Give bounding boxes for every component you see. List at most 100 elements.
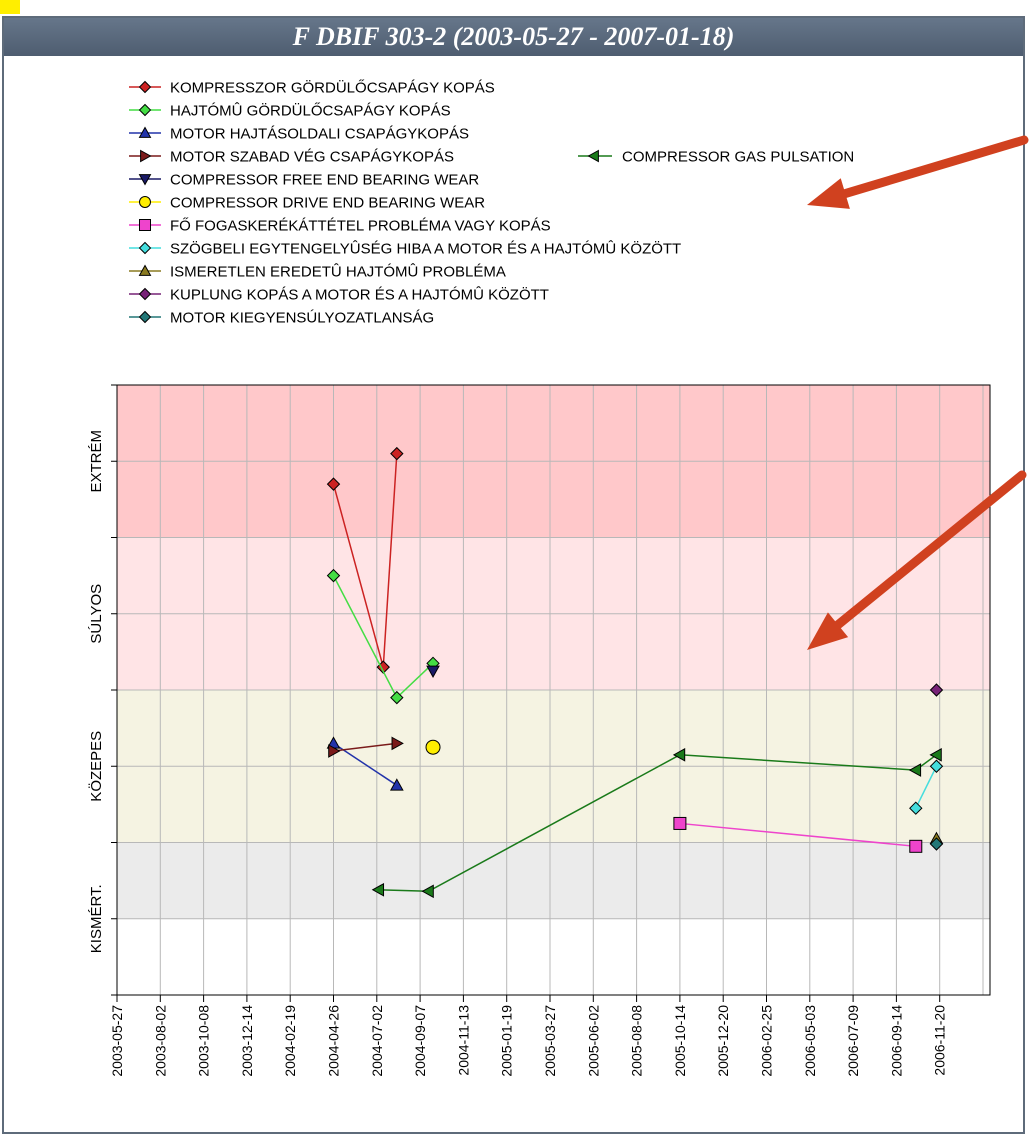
legend-marker bbox=[138, 174, 152, 186]
legend-item: MOTOR HAJTÁSOLDALI CSAPÁGYKOPÁS bbox=[129, 126, 469, 143]
data-point bbox=[929, 837, 944, 851]
data-point bbox=[391, 736, 404, 751]
legend-label: COMPRESSOR GAS PULSATION bbox=[622, 149, 854, 166]
x-tick-label: 2004-02-19 bbox=[282, 1005, 298, 1077]
legend: KOMPRESSZOR GÖRDÜLŐCSAPÁGY KOPÁS HAJTÓMÛ … bbox=[129, 79, 854, 327]
legend-item: COMPRESSOR DRIVE END BEARING WEAR bbox=[129, 195, 485, 212]
y-axis: KISMÉRT. KÖZEPES SÚLYOS EXTRÉM bbox=[87, 384, 117, 996]
annotation-arrow-plot bbox=[807, 470, 1027, 650]
legend-item: KUPLUNG KOPÁS A MOTOR ÉS A HAJTÓMÛ KÖZÖT… bbox=[129, 286, 549, 304]
x-tick-label: 2005-10-14 bbox=[672, 1005, 688, 1077]
data-point bbox=[326, 477, 341, 491]
legend-marker bbox=[138, 126, 152, 138]
legend-item: MOTOR SZABAD VÉG CSAPÁGYKOPÁS bbox=[129, 149, 454, 166]
legend-item: ISMERETLEN EREDETÛ HAJTÓMÛ PROBLÉMA bbox=[129, 264, 506, 281]
x-tick-label: 2004-11-13 bbox=[455, 1005, 471, 1076]
x-tick-label: 2004-04-26 bbox=[326, 1005, 342, 1077]
annotation-arrow-legend bbox=[807, 135, 1029, 209]
legend-marker bbox=[138, 241, 152, 255]
series-line bbox=[915, 765, 938, 809]
legend-item: HAJTÓMÛ GÖRDÜLŐCSAPÁGY KOPÁS bbox=[129, 102, 451, 120]
data-point bbox=[326, 568, 341, 583]
data-point bbox=[426, 665, 440, 678]
data-point bbox=[390, 446, 404, 461]
legend-marker bbox=[138, 287, 152, 301]
x-tick-label: 2006-02-25 bbox=[759, 1005, 775, 1077]
data-point bbox=[908, 763, 922, 777]
series-compressor-drive-end-bearing-wear bbox=[425, 739, 441, 755]
data-point bbox=[389, 778, 404, 791]
series-line bbox=[333, 742, 397, 752]
legend-label: MOTOR KIEGYENSÚLYOZATLANSÁG bbox=[170, 310, 434, 327]
legend-label: KUPLUNG KOPÁS A MOTOR ÉS A HAJTÓMÛ KÖZÖT… bbox=[170, 286, 549, 304]
chart-title: F DBIF 303-2 (2003-05-27 - 2007-01-18) bbox=[4, 18, 1023, 56]
x-tick-label: 2006-05-03 bbox=[802, 1005, 818, 1077]
grid-lines bbox=[116, 385, 990, 995]
series-compressor-free-end-bearing-wear bbox=[426, 665, 440, 678]
series-layer bbox=[326, 446, 944, 899]
x-tick-label: 2003-05-27 bbox=[109, 1005, 125, 1077]
arrow-shaft bbox=[840, 135, 1029, 199]
data-point bbox=[672, 747, 686, 762]
annotation-layer bbox=[807, 135, 1029, 650]
legend-label: ISMERETLEN EREDETÛ HAJTÓMÛ PROBLÉMA bbox=[170, 264, 506, 281]
series-hajtomu-gordulocsapagy-kopas bbox=[326, 568, 440, 705]
legend-item: KOMPRESSZOR GÖRDÜLŐCSAPÁGY KOPÁS bbox=[129, 79, 495, 97]
data-point bbox=[929, 759, 944, 773]
x-tick-label: 2004-09-07 bbox=[412, 1005, 428, 1077]
x-tick-label: 2005-01-19 bbox=[499, 1005, 515, 1077]
data-point bbox=[929, 683, 944, 697]
severity-bands bbox=[117, 385, 990, 919]
x-tick-label: 2003-08-02 bbox=[152, 1005, 168, 1077]
legend-marker bbox=[138, 264, 152, 276]
legend-item: FŐ FOGASKERÉKÁTTÉTEL PROBLÉMA VAGY KOPÁS bbox=[129, 218, 551, 235]
x-tick-label: 2003-12-14 bbox=[239, 1005, 255, 1077]
series-line bbox=[679, 822, 916, 848]
arrow-head bbox=[807, 178, 850, 209]
accent-mark bbox=[0, 0, 20, 14]
data-point bbox=[909, 839, 923, 853]
legend-label: COMPRESSOR FREE END BEARING WEAR bbox=[170, 172, 479, 189]
legend-marker bbox=[140, 149, 152, 163]
legend-item: COMPRESSOR FREE END BEARING WEAR bbox=[129, 172, 479, 189]
legend-label: COMPRESSOR DRIVE END BEARING WEAR bbox=[170, 195, 485, 212]
legend-label: KOMPRESSZOR GÖRDÜLŐCSAPÁGY KOPÁS bbox=[170, 79, 495, 97]
band-kismert bbox=[117, 842, 990, 919]
arrow-head bbox=[807, 612, 849, 650]
x-tick-label: 2005-06-02 bbox=[585, 1005, 601, 1077]
legend-marker bbox=[138, 310, 152, 324]
y-label-extrem: EXTRÉM bbox=[88, 430, 105, 493]
y-label-kozepes: KÖZEPES bbox=[87, 731, 105, 802]
legend-label: MOTOR HAJTÁSOLDALI CSAPÁGYKOPÁS bbox=[170, 126, 469, 143]
accent-mark bbox=[0, 0, 20, 14]
series-motor-szabad-veg-csapagykopas bbox=[328, 736, 404, 758]
x-tick-label: 2006-11-20 bbox=[932, 1005, 948, 1076]
y-label-kismert: KISMÉRT. bbox=[88, 884, 105, 953]
legend-label: HAJTÓMÛ GÖRDÜLŐCSAPÁGY KOPÁS bbox=[170, 102, 451, 120]
series-kuplung-kopas-a-motor-es-a-hajtomu-kozot bbox=[929, 683, 944, 697]
x-tick-label: 2003-10-08 bbox=[196, 1005, 212, 1077]
legend-marker bbox=[587, 149, 599, 163]
x-axis: 2003-05-27 2003-08-02 2003-10-08 2003-12-14… bbox=[109, 995, 948, 1077]
legend-item: COMPRESSOR GAS PULSATION bbox=[578, 149, 854, 166]
x-tick-label: 2005-12-20 bbox=[715, 1005, 731, 1077]
data-point bbox=[929, 747, 942, 762]
data-point bbox=[909, 801, 923, 815]
legend-marker bbox=[139, 196, 151, 208]
y-label-sulyos: SÚLYOS bbox=[88, 584, 105, 644]
legend-item: MOTOR KIEGYENSÚLYOZATLANSÁG bbox=[129, 310, 434, 327]
legend-label: FŐ FOGASKERÉKÁTTÉTEL PROBLÉMA VAGY KOPÁS bbox=[170, 218, 551, 235]
series-fo-fogaskerekattetel-problema-vagy-kopas bbox=[673, 816, 923, 853]
x-tick-label: 2005-03-27 bbox=[542, 1005, 558, 1077]
data-point bbox=[390, 690, 404, 705]
x-tick-label: 2006-07-09 bbox=[845, 1005, 861, 1077]
data-point bbox=[673, 816, 687, 830]
series-szogbeli-egytengelyuseg-hiba-a-motor-es- bbox=[909, 759, 944, 815]
series-compressor-gas-pulsation bbox=[371, 747, 942, 899]
legend-marker bbox=[138, 103, 152, 117]
x-tick-label: 2006-09-14 bbox=[888, 1005, 904, 1077]
legend-label: MOTOR SZABAD VÉG CSAPÁGYKOPÁS bbox=[170, 149, 454, 166]
legend-item: SZÖGBELI EGYTENGELYÛSÉG HIBA A MOTOR ÉS … bbox=[129, 240, 681, 258]
data-point bbox=[371, 882, 385, 897]
